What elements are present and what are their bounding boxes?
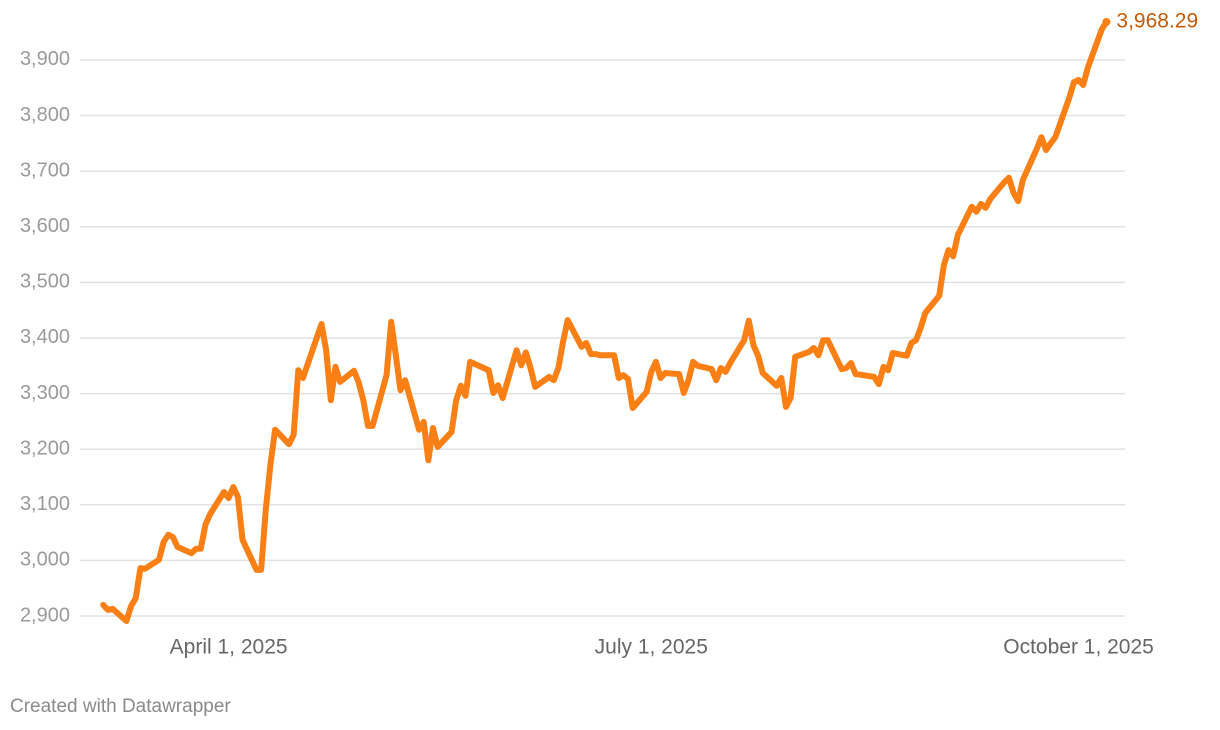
y-tick-label: 3,300 [20, 382, 70, 404]
y-tick-label: 3,200 [20, 437, 70, 459]
y-tick-label: 3,000 [20, 549, 70, 571]
y-tick-label: 3,500 [20, 271, 70, 293]
line [100, 18, 1110, 624]
value-label: 3,968.29 [1116, 9, 1198, 32]
credit: Created with Datawrapper [10, 696, 231, 717]
x-tick-label: July 1, 2025 [595, 636, 708, 659]
y-tick-label: 3,700 [20, 159, 70, 181]
y-tick-label: 2,900 [20, 604, 70, 626]
y-tick-label: 3,100 [20, 493, 70, 515]
x-tick-label: October 1, 2025 [1003, 636, 1154, 659]
y-tick-label: 3,900 [20, 48, 70, 70]
y-tick-label: 3,800 [20, 104, 70, 126]
y-tick-label: 3,400 [20, 326, 70, 348]
end-point [1102, 17, 1111, 26]
x-tick-label: April 1, 2025 [170, 636, 288, 659]
y-tick-label: 3,600 [20, 215, 70, 237]
